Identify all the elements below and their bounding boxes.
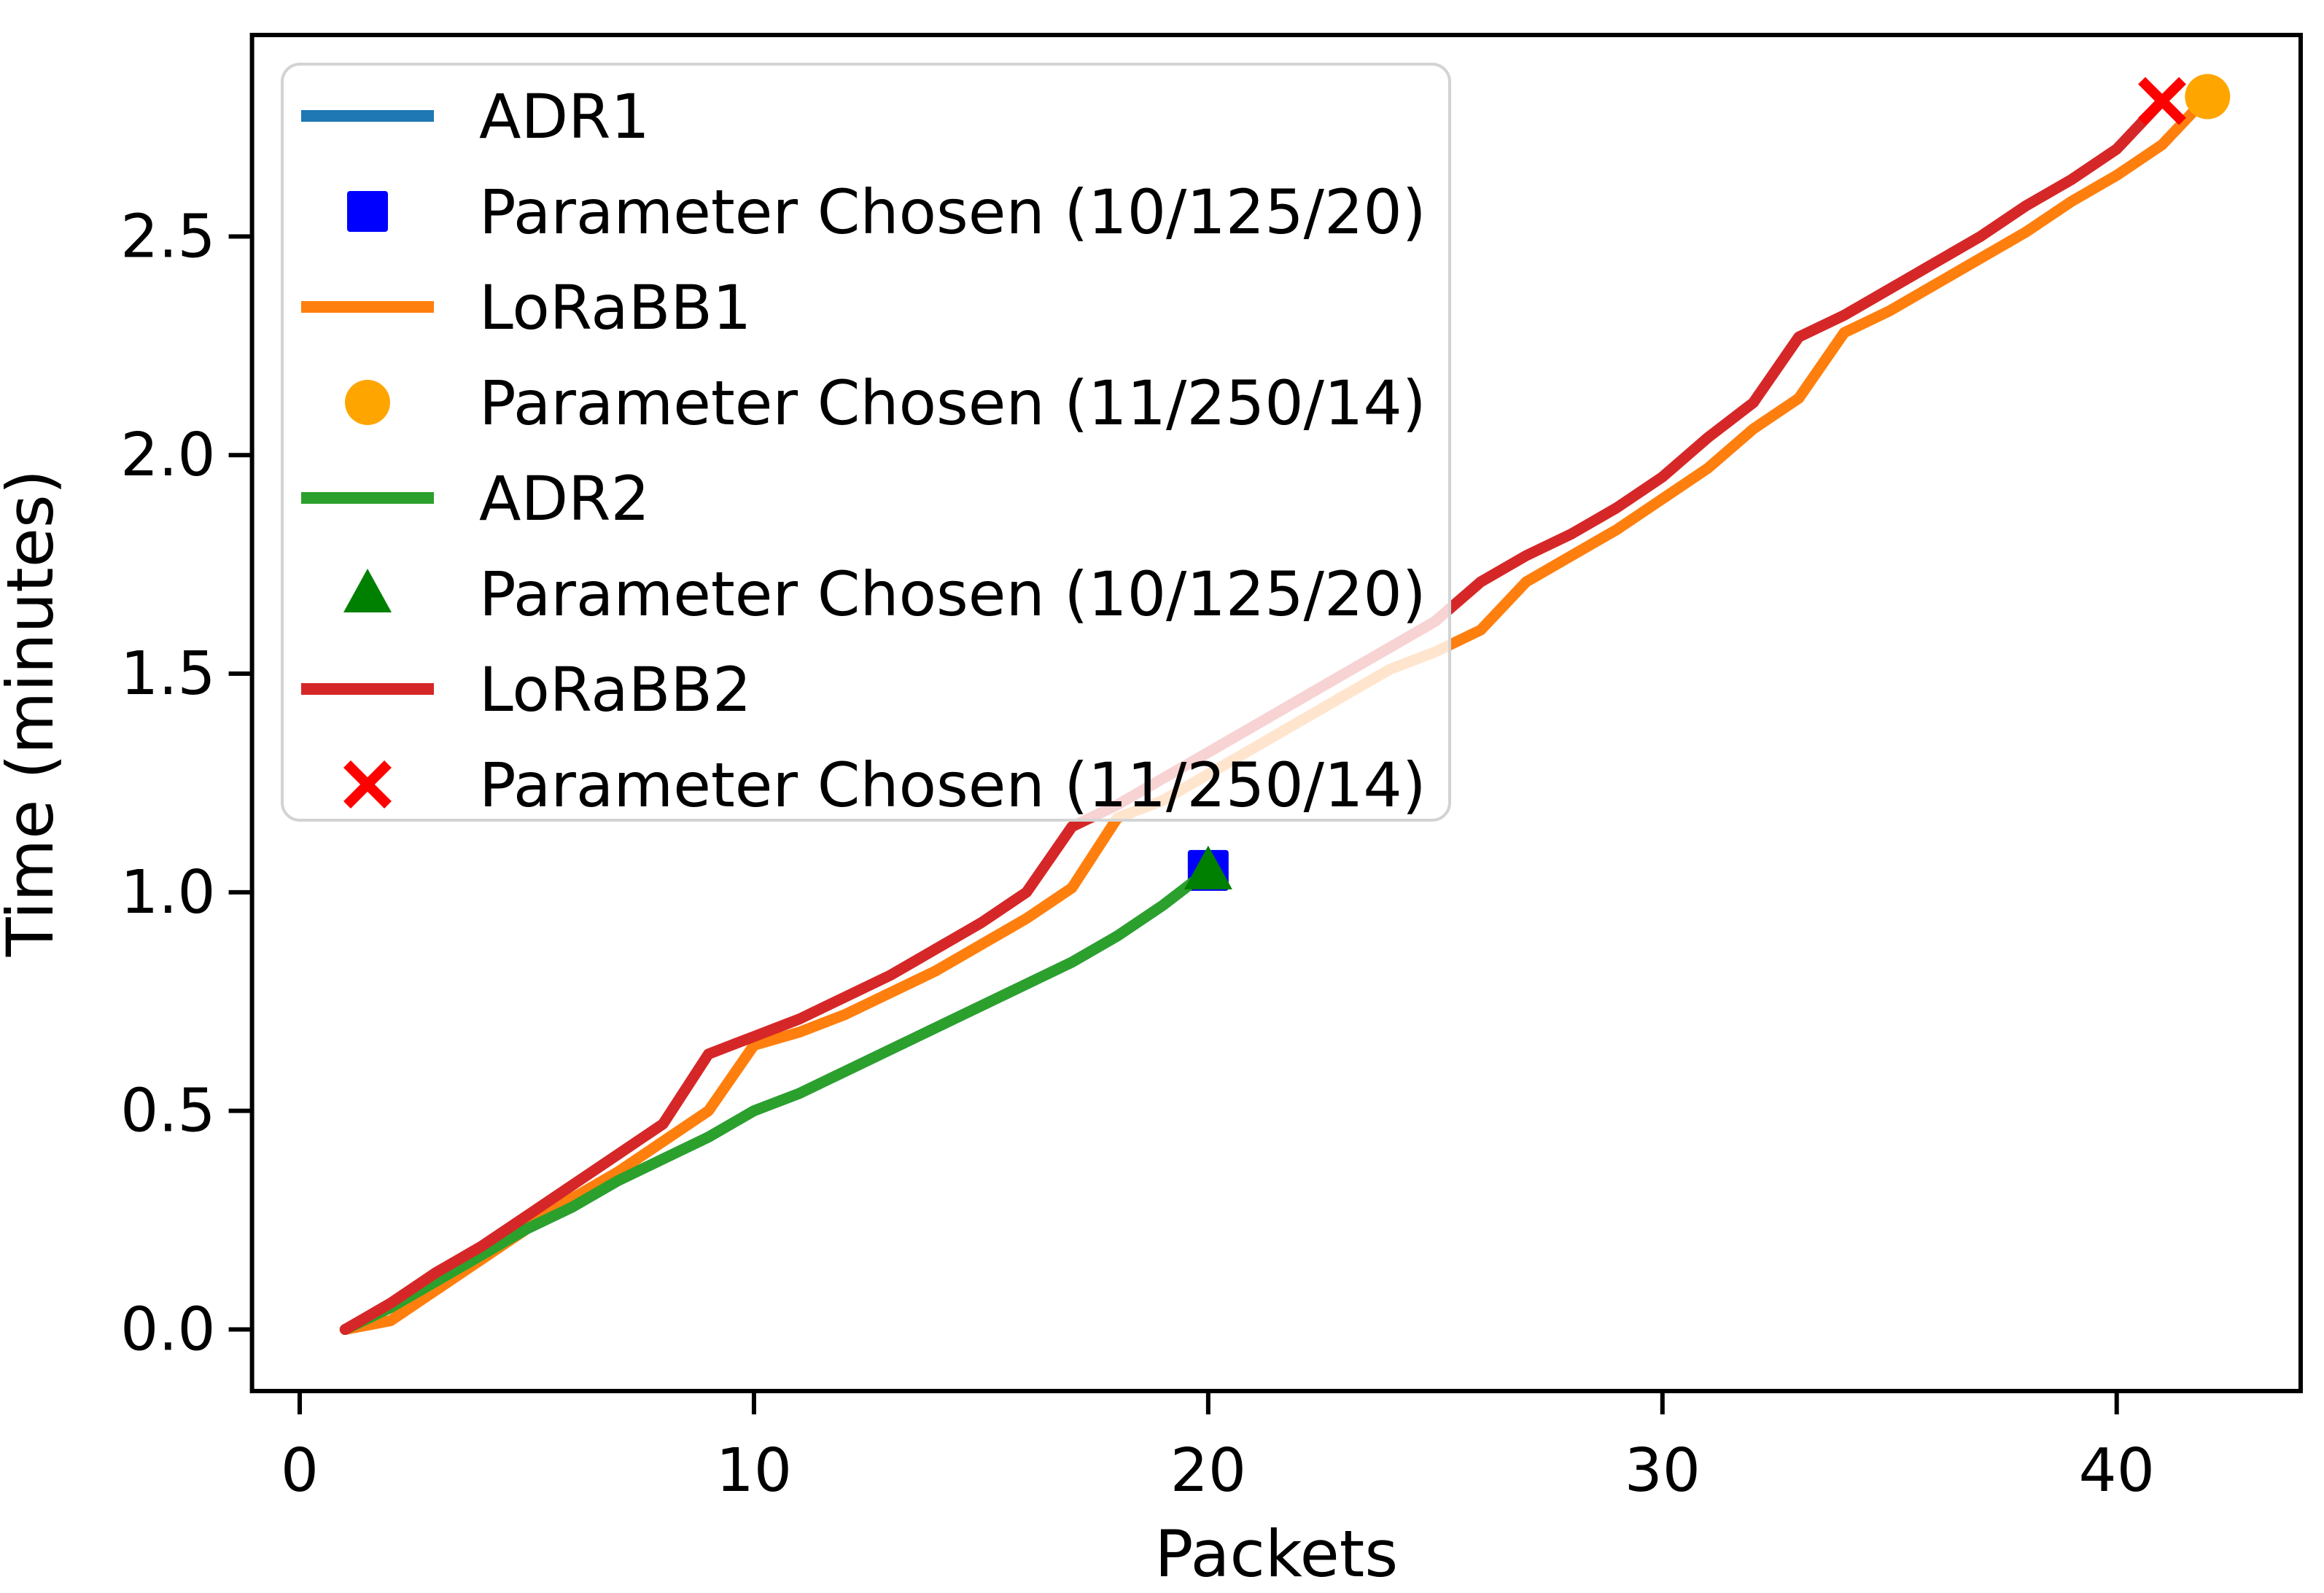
legend-label: ADR2 bbox=[479, 463, 650, 534]
legend-label: ADR1 bbox=[479, 81, 650, 152]
parameter-chosen-circle-marker bbox=[2185, 74, 2231, 120]
legend-label: Parameter Chosen (10/125/20) bbox=[479, 176, 1426, 248]
x-tick-label: 0 bbox=[281, 1436, 319, 1506]
legend-label: Parameter Chosen (11/250/14) bbox=[479, 749, 1426, 821]
y-axis-label: Time (minutes) bbox=[0, 470, 68, 957]
legend-label: Parameter Chosen (10/125/20) bbox=[479, 558, 1426, 630]
legend-label: LoRaBB2 bbox=[479, 654, 751, 725]
x-tick-label: 30 bbox=[1625, 1436, 1701, 1506]
adr2-line bbox=[339, 865, 1214, 1335]
legend: ADR1 Parameter Chosen (10/125/20) LoRaBB1 P… bbox=[281, 63, 1451, 822]
plot-spines bbox=[249, 33, 2303, 1393]
x-tick-label: 40 bbox=[2079, 1436, 2155, 1506]
y-tick-label: 2.0 bbox=[120, 421, 215, 490]
legend-triangle-marker bbox=[343, 569, 392, 612]
y-tick-label: 0.5 bbox=[120, 1077, 215, 1146]
y-tick-label: 0.0 bbox=[120, 1295, 215, 1364]
y-tick-label: 2.5 bbox=[120, 202, 215, 271]
x-tick-label: 20 bbox=[1170, 1436, 1246, 1506]
legend-square-marker bbox=[347, 191, 388, 232]
x-axis-label: Packets bbox=[1154, 1516, 1398, 1592]
legend-circle-marker bbox=[345, 380, 390, 425]
legend-x-marker bbox=[343, 760, 392, 809]
y-tick-label: 1.0 bbox=[120, 858, 215, 927]
legend-label: LoRaBB1 bbox=[479, 272, 751, 343]
x-tick-label: 10 bbox=[716, 1436, 792, 1506]
y-tick-label: 1.5 bbox=[120, 639, 215, 709]
parameter-chosen-triangle-marker bbox=[1184, 845, 1232, 889]
parameter-chosen-x-marker bbox=[2138, 77, 2186, 125]
legend-box bbox=[281, 63, 1451, 822]
legend-label: Parameter Chosen (11/250/14) bbox=[479, 367, 1426, 439]
